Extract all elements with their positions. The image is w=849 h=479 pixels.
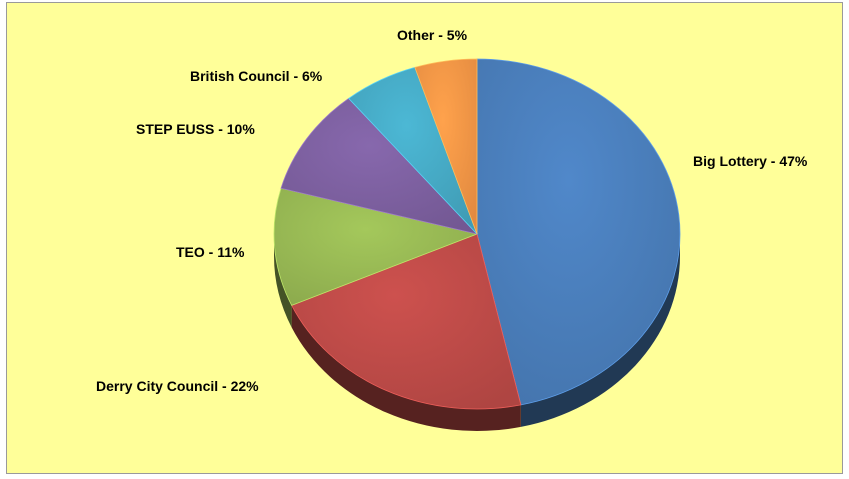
pie-slice-big-lottery[interactable]: [476, 58, 681, 406]
pie-depth: [274, 234, 680, 431]
slice-label-teo: TEO - 11%: [176, 244, 245, 260]
pie-slice-other[interactable]: [414, 58, 478, 235]
pie-slice-derry-city-council[interactable]: [291, 233, 522, 410]
slice-label-derry-city-council: Derry City Council - 22%: [96, 378, 259, 394]
slice-label-british-council: British Council - 6%: [190, 68, 323, 84]
pie-side-big-lottery: [520, 234, 680, 427]
slice-label-other: Other - 5%: [397, 27, 468, 43]
pie-slice-teo[interactable]: [273, 187, 479, 306]
pie-slice-step-euss[interactable]: [280, 97, 479, 235]
pie-side-derry-city-council: [291, 305, 521, 431]
slice-labels: Big Lottery - 47% Derry City Council - 22…: [96, 27, 808, 394]
slice-label-big-lottery: Big Lottery - 47%: [693, 153, 808, 169]
pie-top: [273, 58, 681, 410]
pie-side-teo: [274, 234, 292, 328]
slice-label-step-euss: STEP EUSS - 10%: [136, 121, 255, 137]
